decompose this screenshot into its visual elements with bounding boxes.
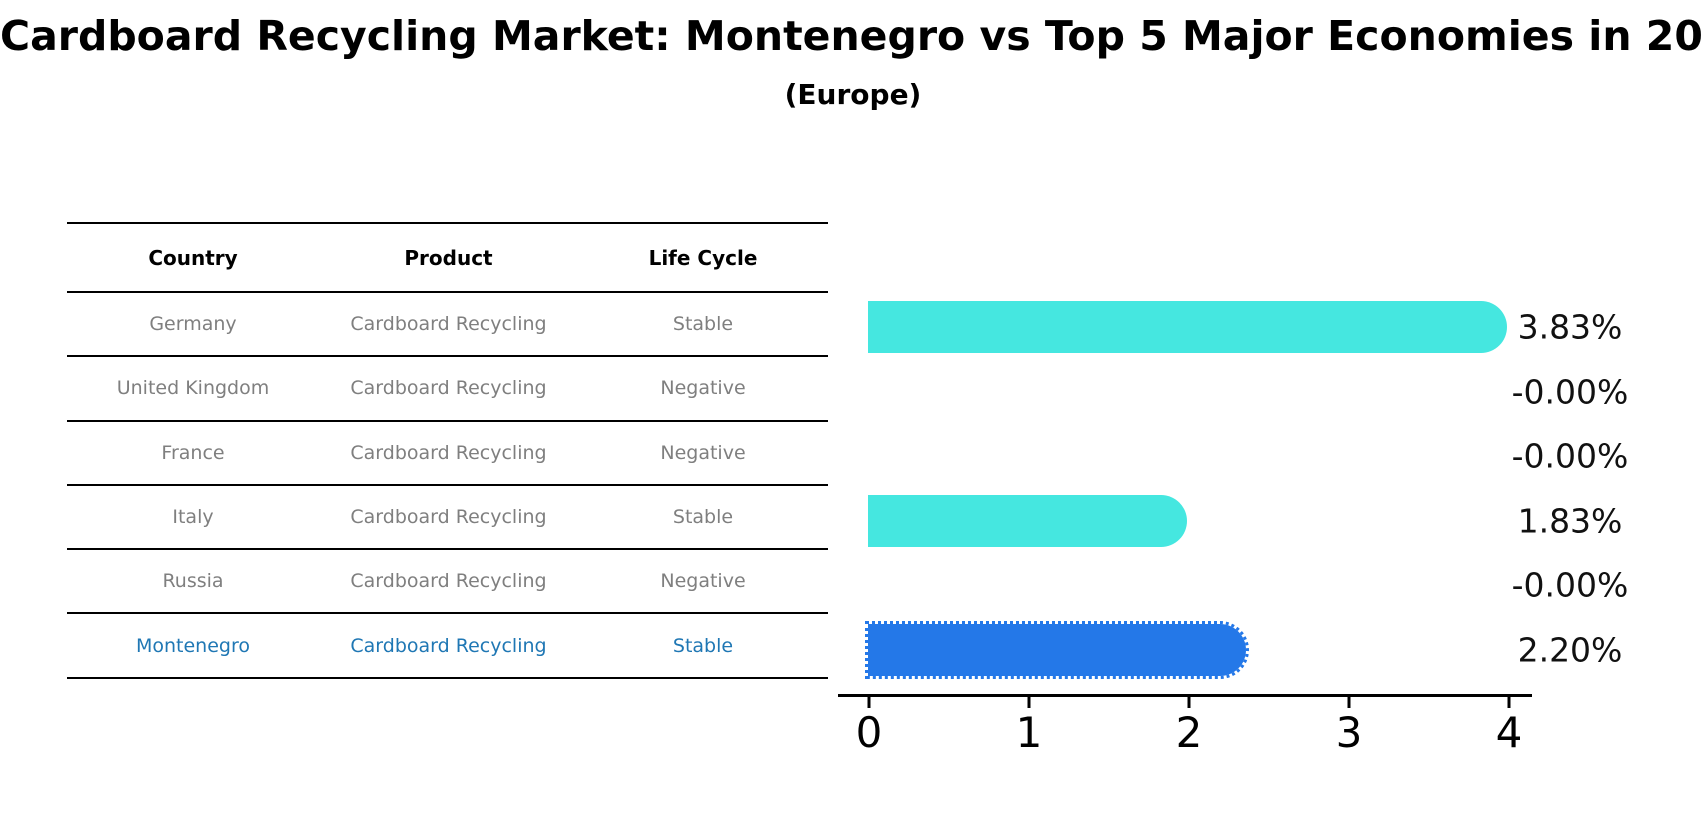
value-label-germany: 3.83% [1517, 307, 1623, 347]
table-row-united-kingdom: United Kingdom Cardboard Recycling Negativ… [67, 357, 828, 422]
x-axis-tick-1 [1027, 697, 1031, 708]
table-row-germany: Germany Cardboard Recycling Stable [67, 293, 828, 358]
product-cell: Cardboard Recycling [350, 377, 547, 400]
value-label-italy: 1.83% [1517, 501, 1623, 541]
country-cell: France [161, 441, 225, 464]
value-label-montenegro: 2.20% [1517, 630, 1623, 670]
bar-germany [868, 301, 1507, 353]
chart-subtitle: (Europe) [784, 78, 922, 111]
table-header-row: Country Product Life Cycle [67, 224, 828, 293]
value-label-russia: -0.00% [1511, 565, 1629, 605]
x-axis-tick-label-3: 3 [1335, 708, 1363, 757]
table-row-france: France Cardboard Recycling Negative [67, 422, 828, 486]
life-cycle-cell: Stable [672, 506, 734, 529]
country-table: Country Product Life Cycle Germany Cardbo… [67, 222, 828, 679]
value-label-france: -0.00% [1511, 436, 1629, 476]
x-axis-tick-0 [867, 697, 871, 708]
country-cell: Montenegro [135, 634, 250, 657]
x-axis-tick-label-1: 1 [1015, 708, 1043, 757]
bar-montenegro [865, 621, 1249, 679]
table-row-russia: Russia Cardboard Recycling Negative [67, 550, 828, 615]
column-header-life-cycle: Life Cycle [648, 245, 758, 270]
x-axis-spine [838, 694, 1532, 697]
chart-title: Cardboard Recycling Market: Montenegro v… [0, 12, 1706, 60]
bar-italy [868, 494, 1187, 547]
x-axis-tick-label-0: 0 [855, 708, 883, 757]
product-cell: Cardboard Recycling [350, 506, 547, 529]
x-axis-tick-label-2: 2 [1175, 708, 1203, 757]
table-row-montenegro: Montenegro Cardboard Recycling Stable [67, 614, 828, 679]
column-header-product: Product [404, 245, 493, 270]
x-axis-tick-4 [1507, 697, 1511, 708]
country-cell: Germany [149, 313, 237, 336]
product-cell: Cardboard Recycling [350, 570, 547, 593]
country-cell: Italy [172, 506, 214, 529]
product-cell: Cardboard Recycling [350, 441, 547, 464]
product-cell: Cardboard Recycling [350, 313, 547, 336]
x-axis-tick-label-4: 4 [1495, 708, 1523, 757]
x-axis-tick-2 [1187, 697, 1191, 708]
product-cell: Cardboard Recycling [350, 634, 547, 657]
table-row-italy: Italy Cardboard Recycling Stable [67, 486, 828, 551]
life-cycle-cell: Negative [660, 441, 746, 464]
life-cycle-cell: Negative [660, 570, 746, 593]
life-cycle-cell: Negative [660, 377, 746, 400]
country-cell: United Kingdom [116, 377, 270, 400]
country-cell: Russia [162, 570, 224, 593]
value-label-united-kingdom: -0.00% [1511, 372, 1629, 412]
life-cycle-cell: Stable [672, 634, 734, 657]
x-axis-tick-3 [1347, 697, 1351, 708]
life-cycle-cell: Stable [672, 313, 734, 336]
column-header-country: Country [148, 245, 238, 270]
